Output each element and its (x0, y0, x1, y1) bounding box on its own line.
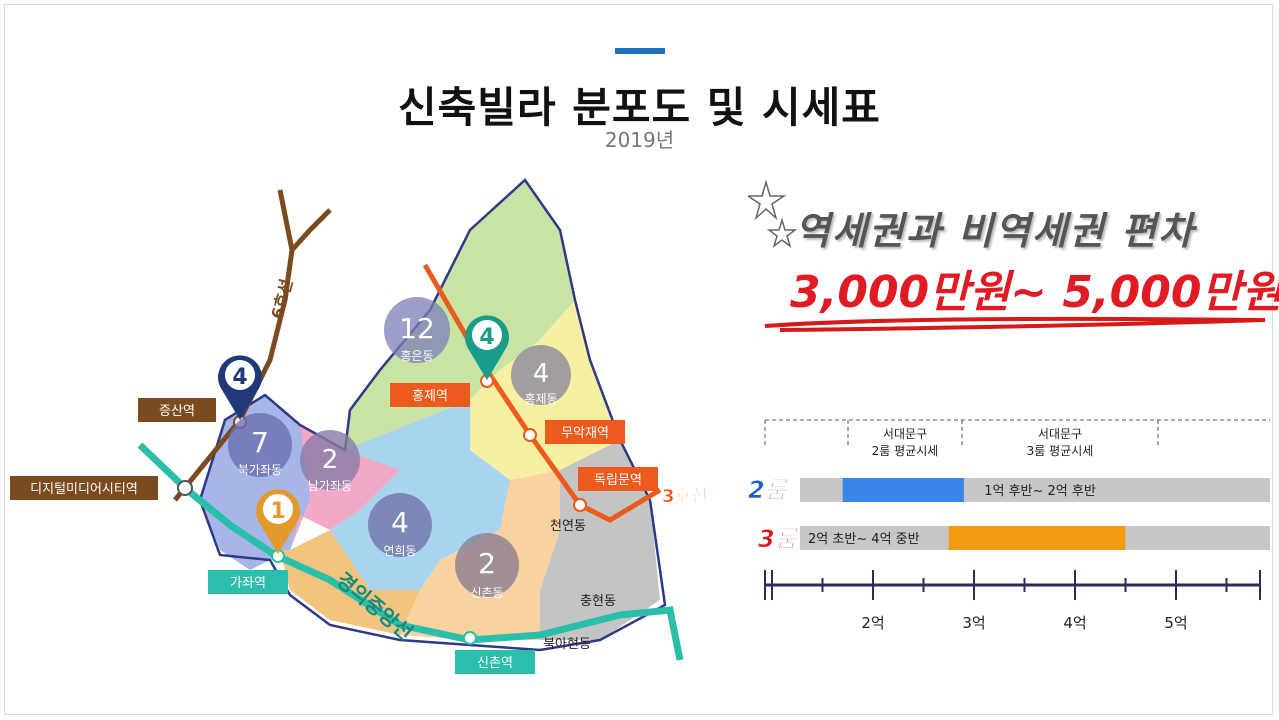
district-name-namgajwa: 남가좌동 (308, 479, 352, 493)
station-dongnipmun: 독립문역 (594, 473, 642, 488)
col-header-2room-line2: 2룸 평균시세 (872, 444, 939, 458)
map-pin-hongje: 4 (464, 315, 509, 380)
region-yeonhui-sw (280, 530, 420, 635)
line-3-label: 3호선 (662, 486, 708, 507)
region-hongeun (345, 180, 575, 450)
slide-frame (4, 4, 1273, 715)
district-count-hongeun: 12 (399, 312, 435, 345)
axis-tick-5eok: 5억 (1164, 614, 1187, 632)
red-brush-underline (764, 316, 1266, 332)
district-name-yeonhui: 연희동 (383, 544, 416, 558)
col-header-3room-line1: 서대문구 (1038, 427, 1082, 441)
axis-tick-2eok: 2억 (861, 614, 884, 632)
station-dmc: 디지털미디어시티역 (30, 482, 138, 497)
station-muakjae: 무악재역 (561, 426, 609, 441)
page-subtitle: 2019년 (604, 128, 675, 152)
station-jeungsan: 증산역 (159, 404, 195, 419)
row-label-3room: 3룸 (758, 525, 799, 553)
district-count-bukgajwa: 7 (251, 426, 269, 459)
district-name-hongje: 홍제동 (524, 392, 557, 406)
page-title: 신축빌라 분포도 및 시세표 (398, 83, 881, 132)
axis-tick-3eok: 3억 (962, 614, 985, 632)
col-header-3room-line2: 3룸 평균시세 (1027, 444, 1094, 458)
price-axis (764, 570, 1261, 600)
title-accent-bar (615, 48, 665, 54)
price-header-bracket (764, 419, 1270, 446)
row-range-2room: 1억 후반~ 2억 후반 (984, 484, 1096, 499)
district-count-namgajwa: 2 (322, 445, 339, 475)
district-count-yeonhui: 4 (391, 506, 409, 539)
district-name-sinchon: 신촌동 (470, 586, 503, 600)
line-6-label: 6호선 (268, 277, 297, 321)
headline-line2: 3,000만원~ 5,000만원 (790, 267, 1279, 318)
district-map: 6호선 3호선 경의중앙선 증산역 디지털미디어시티역 가좌역 신촌역 홍제역 … (10, 178, 708, 674)
price-range-chart: 서대문구 2룸 평균시세 서대문구 3룸 평균시세 2룸 3룸 2억 3억 4억… (748, 419, 1270, 632)
district-count-hongje: 4 (533, 359, 550, 389)
row-bar-3room (948, 526, 1126, 550)
pin-value-jeungsan: 4 (232, 365, 247, 390)
district-name-cheonyeon: 천연동 (550, 519, 586, 534)
row-label-2room: 2룸 (748, 476, 789, 504)
district-bubbles: 12 홍은동 4 홍제동 7 북가좌동 2 남가좌동 4 연희동 2 신촌동 천… (228, 297, 616, 652)
axis-tick-4eok: 4억 (1063, 614, 1086, 632)
district-name-bukahyeon: 북아현동 (543, 637, 591, 652)
station-hongje: 홍제역 (412, 389, 448, 404)
map-pin-jeungsan: 4 (218, 355, 262, 420)
star-doodle-icon (748, 180, 798, 248)
station-sinchon: 신촌역 (477, 656, 513, 671)
station-labels: 증산역 디지털미디어시티역 가좌역 신촌역 홍제역 무악재역 독립문역 (10, 383, 658, 674)
col-header-2room-line1: 서대문구 (883, 427, 927, 441)
headline-line1: 역세권과 비역세권 편차 (795, 209, 1196, 253)
district-name-chunghyeon: 충현동 (580, 594, 616, 609)
row-bar-2room (842, 478, 964, 502)
pin-value-gajwa: 1 (270, 499, 285, 524)
district-name-bukgajwa: 북가좌동 (238, 463, 282, 477)
station-gajwa: 가좌역 (230, 576, 266, 591)
pin-value-hongje: 4 (479, 325, 494, 350)
row-range-3room: 2억 초반~ 4억 중반 (808, 532, 920, 547)
district-count-sinchon: 2 (478, 547, 496, 580)
map-pin-gajwa: 1 (256, 489, 300, 554)
district-name-hongeun: 홍은동 (400, 349, 433, 363)
